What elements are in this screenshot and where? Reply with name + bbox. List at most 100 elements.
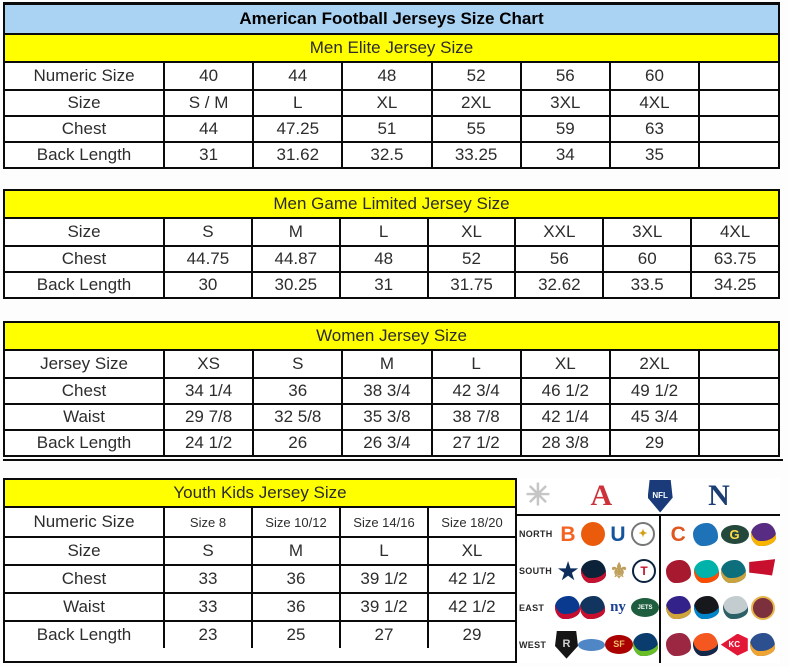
ravens-logo [666,596,692,620]
empty-cell [698,431,778,455]
falcons-logo [665,559,691,583]
division-label: NORTH [519,529,553,540]
steelers-logo: ✦ [631,522,655,547]
table-cell: 63.75 [690,247,778,271]
section-divider-line [3,459,783,461]
table-cell: XL [426,219,515,245]
table-cell: 34 [519,143,609,167]
men-game-limited-rows: Size S M L XL XXL 3XL 4XL Chest 44.75 44.87 48 52 56 6… [5,219,778,297]
empty-cell [698,405,778,429]
rams-logo [750,633,776,657]
table-cell: S [163,538,251,564]
table-cell: M [251,538,339,564]
table-cell: 28 3/8 [519,431,609,455]
table-row: Waist 33 36 39 1/2 42 1/2 [5,592,515,620]
table-cell: 33 [163,566,251,592]
chiefs-logo: KC [720,633,748,656]
afc-west-teams: R SF [555,626,659,663]
table-cell: 24 1/2 [163,431,252,455]
table-cell: 26 3/4 [341,431,430,455]
youth-kids-header: Youth Kids Jersey Size [5,480,515,508]
empty-cell [698,143,778,167]
table-row: Size S M L XL XXL 3XL 4XL [5,219,778,245]
table-cell: S [163,219,251,245]
table-cell: 44.75 [163,247,251,271]
table-row: Size S M L XL [5,536,515,564]
table-cell: 33.25 [430,143,520,167]
table-cell: 42 1/2 [427,566,515,592]
table-cell: 38 3/4 [341,379,430,403]
bottom-section: Youth Kids Jersey Size Numeric Size Size … [3,478,780,663]
row-label: Size [67,222,101,241]
women-header: Women Jersey Size [5,323,778,351]
table-cell: 35 3/8 [341,405,430,429]
table-cell: 29 [608,431,698,455]
row-label: Chest [61,119,107,138]
table-cell: 42 1/4 [519,405,609,429]
table-cell: 32.5 [341,143,430,167]
table-cell: 31.75 [426,273,515,297]
chart-title-bar: American Football Jerseys Size Chart [3,2,780,35]
empty-cell [698,351,778,377]
nfl-divisions-grid: NORTH B U ✦ C G SOUTH ★ ⚜ T EAST ny JETS WEST R SF KC [517,516,780,663]
women-rows: Jersey Size XS S M L XL 2XL Chest 34 1/4 36 38 3/4… [5,351,778,455]
row-label: Back Length [36,625,132,644]
table-cell: 42 1/2 [427,594,515,620]
table-cell: 36 [252,379,341,403]
afc-logo: A [590,479,613,512]
nfl-conference-header: ✳ A NFL N [517,478,780,516]
empty-cell [698,91,778,115]
empty-cell [698,63,778,89]
table-row: Chest 34 1/4 36 38 3/4 42 3/4 46 1/2 49 1/2 [5,377,778,403]
table-cell: 38 7/8 [430,405,520,429]
women-table: Women Jersey Size Jersey Size XS S M L XL 2XL C… [3,321,780,457]
table-cell: 52 [426,247,515,271]
bengals-logo: B [560,522,576,546]
table-cell: XS [163,351,252,377]
table-cell: 56 [514,247,602,271]
page-title: American Football Jerseys Size Chart [239,9,544,28]
division-row-east: EAST ny JETS [517,589,780,627]
men-game-limited-header: Men Game Limited Jersey Size [5,191,778,219]
table-cell: 42 3/4 [430,379,520,403]
table-cell: 52 [430,63,520,89]
row-label: Chest [61,249,107,268]
men-elite-rows: Numeric Size 40 44 48 52 56 60 Size S / M L XL 2XL 3… [5,63,778,167]
table-cell: Size 10/12 [251,508,339,536]
table-cell: 29 [427,622,515,648]
men-elite-table: Men Elite Jersey Size Numeric Size 40 44 48… [3,35,780,169]
table-cell: 35 [608,143,698,167]
table-cell: S / M [163,91,252,115]
section-title: Men Game Limited Jersey Size [273,194,510,213]
table-cell: 3XL [602,219,690,245]
row-label: Numeric Size [33,512,135,531]
giants-logo: ny [610,599,626,616]
table-cell: 30.25 [250,273,339,297]
table-cell: 27 1/2 [430,431,520,455]
table-cell: 23 [163,622,251,648]
table-cell: M [341,351,430,377]
table-cell: 48 [341,63,430,89]
chargers-logo [578,638,605,651]
table-cell: 44 [163,117,252,141]
afc-south-teams: ★ ⚜ T [555,553,659,590]
table-row: Chest 44 47.25 51 55 59 63 [5,115,778,141]
table-cell: S [252,351,341,377]
table-cell: 32 5/8 [252,405,341,429]
table-cell: 2XL [430,91,520,115]
table-cell: 34.25 [690,273,778,297]
table-cell: XL [427,538,515,564]
patriots-logo [580,596,605,620]
division-label: WEST [519,639,547,650]
table-cell: 31 [338,273,427,297]
table-cell: 55 [430,117,520,141]
table-row: Numeric Size Size 8 Size 10/12 Size 14/16 Si… [5,508,515,536]
youth-kids-rows: Numeric Size Size 8 Size 10/12 Size 14/16 Si… [5,508,515,648]
row-label: Waist [63,407,105,426]
division-row-west: WEST R SF KC [517,626,780,663]
table-row: Back Length 31 31.62 32.5 33.25 34 35 [5,141,778,167]
row-label: Chest [61,569,107,588]
row-label: Size [67,541,101,560]
table-cell: 25 [251,622,339,648]
redskins-logo [750,595,775,620]
